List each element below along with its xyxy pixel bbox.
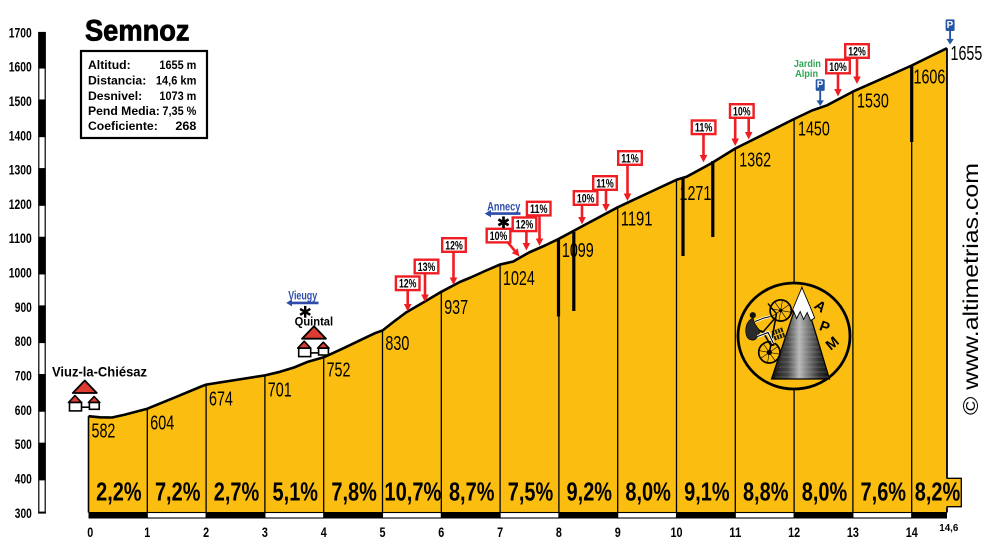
svg-text:8,7%: 8,7% [449, 479, 495, 507]
svg-text:11%: 11% [621, 151, 639, 165]
svg-text:9,1%: 9,1% [684, 479, 730, 507]
svg-text:674: 674 [209, 389, 233, 411]
svg-text:12: 12 [788, 525, 800, 540]
svg-text:1600: 1600 [9, 60, 32, 75]
svg-text:9: 9 [615, 525, 621, 540]
svg-text:8,2%: 8,2% [915, 479, 961, 507]
svg-text:701: 701 [268, 380, 292, 402]
svg-text:14: 14 [906, 525, 918, 540]
svg-text:Altitud:: Altitud: [88, 58, 131, 72]
svg-text:11%: 11% [530, 202, 548, 216]
svg-text:500: 500 [15, 437, 32, 452]
svg-text:1500: 1500 [9, 94, 32, 109]
svg-text:2: 2 [203, 525, 209, 540]
svg-text:7,8%: 7,8% [331, 479, 377, 507]
svg-text:900: 900 [15, 300, 32, 315]
svg-text:7,6%: 7,6% [861, 479, 907, 507]
svg-text:8,0%: 8,0% [625, 479, 671, 507]
svg-text:Alpin: Alpin [795, 69, 818, 80]
svg-text:1024: 1024 [503, 268, 535, 290]
svg-text:1271: 1271 [680, 183, 712, 205]
svg-text:Jardin: Jardin [794, 59, 821, 70]
svg-text:Distancia:: Distancia: [88, 74, 146, 88]
svg-text:© www.altimetrias.com: © www.altimetrias.com [960, 163, 983, 415]
svg-text:Viuz-la-Chiésaz: Viuz-la-Chiésaz [52, 363, 147, 379]
svg-text:1073 m: 1073 m [159, 89, 196, 103]
svg-text:Vieugy: Vieugy [288, 289, 317, 303]
svg-text:P: P [947, 20, 954, 31]
svg-text:12%: 12% [516, 218, 534, 232]
svg-text:700: 700 [15, 369, 32, 384]
svg-text:10%: 10% [733, 104, 751, 118]
svg-text:10%: 10% [490, 229, 508, 243]
svg-text:12%: 12% [445, 238, 463, 252]
svg-text:8: 8 [556, 525, 562, 540]
svg-text:2,7%: 2,7% [214, 479, 260, 507]
svg-text:10,7%: 10,7% [384, 479, 441, 507]
svg-text:14,6: 14,6 [939, 523, 958, 534]
svg-text:800: 800 [15, 334, 32, 349]
svg-text:10%: 10% [577, 191, 595, 205]
svg-text:582: 582 [92, 421, 116, 443]
svg-text:13: 13 [847, 525, 859, 540]
svg-text:8,8%: 8,8% [743, 479, 789, 507]
svg-text:1000: 1000 [9, 266, 32, 281]
svg-text:4: 4 [321, 525, 327, 540]
svg-text:5,1%: 5,1% [273, 479, 319, 507]
svg-text:12%: 12% [399, 277, 417, 291]
svg-text:14,6 km: 14,6 km [156, 74, 197, 88]
svg-text:0: 0 [87, 525, 93, 540]
svg-text:9,2%: 9,2% [567, 479, 613, 507]
svg-text:11%: 11% [596, 176, 614, 190]
svg-text:2,2%: 2,2% [96, 479, 142, 507]
svg-text:1400: 1400 [9, 128, 32, 143]
svg-text:268: 268 [175, 119, 196, 133]
svg-text:604: 604 [150, 413, 174, 435]
svg-text:1450: 1450 [798, 119, 830, 141]
svg-text:12%: 12% [848, 44, 866, 58]
svg-text:Annecy: Annecy [487, 202, 520, 214]
svg-text:Pend Media:: Pend Media: [88, 104, 160, 118]
svg-text:7,35 %: 7,35 % [162, 104, 196, 118]
svg-text:Coeficiente:: Coeficiente: [88, 119, 158, 133]
svg-text:13%: 13% [418, 260, 436, 274]
svg-text:Quintal: Quintal [295, 315, 334, 329]
svg-text:830: 830 [385, 333, 409, 355]
svg-text:1200: 1200 [9, 197, 32, 212]
svg-text:3: 3 [262, 525, 268, 540]
svg-text:400: 400 [15, 472, 32, 487]
svg-text:8,0%: 8,0% [802, 479, 848, 507]
svg-text:5: 5 [380, 525, 386, 540]
svg-text:1099: 1099 [562, 240, 594, 262]
svg-text:11: 11 [729, 525, 741, 540]
svg-text:1362: 1362 [739, 150, 771, 172]
svg-text:752: 752 [327, 360, 351, 382]
svg-text:6: 6 [438, 525, 444, 540]
svg-text:1: 1 [144, 525, 150, 540]
svg-text:P: P [817, 80, 824, 91]
svg-text:300: 300 [15, 506, 32, 521]
svg-text:Desnivel:: Desnivel: [88, 89, 142, 103]
svg-text:1606: 1606 [914, 67, 946, 89]
svg-text:600: 600 [15, 403, 32, 418]
svg-text:10: 10 [671, 525, 683, 540]
svg-text:1655 m: 1655 m [159, 58, 196, 72]
svg-text:1191: 1191 [621, 209, 653, 231]
svg-text:1100: 1100 [9, 231, 32, 246]
svg-text:7,5%: 7,5% [508, 479, 554, 507]
svg-text:Semnoz: Semnoz [85, 14, 190, 47]
svg-text:7,2%: 7,2% [155, 479, 201, 507]
svg-text:11%: 11% [695, 121, 713, 135]
svg-text:10%: 10% [829, 60, 847, 74]
svg-text:1700: 1700 [9, 25, 32, 40]
svg-text:1655: 1655 [951, 43, 983, 65]
svg-text:937: 937 [444, 297, 468, 319]
svg-text:7: 7 [497, 525, 503, 540]
svg-text:1530: 1530 [857, 91, 889, 113]
svg-text:1300: 1300 [9, 163, 32, 178]
